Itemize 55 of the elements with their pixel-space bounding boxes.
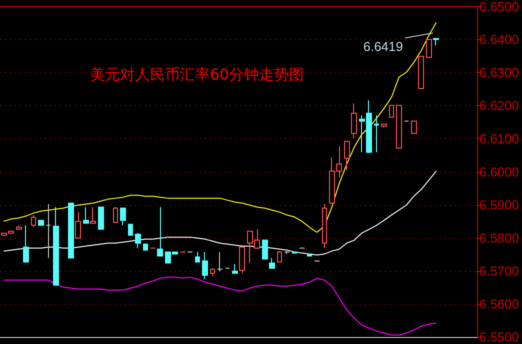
annotation: 6.6419 [363,39,403,54]
candlestick [135,232,141,249]
candlestick [46,204,51,259]
y-tick-label: 6.5700 [479,263,520,278]
candlestick [277,250,282,262]
candlestick [202,252,208,280]
candlestick [90,206,96,224]
candlestick [53,206,59,286]
y-tick-label: 6.6300 [479,65,520,80]
candlestick [195,252,200,262]
y-tick-label: 6.6500 [479,0,520,14]
candlestick [120,208,126,226]
line-series [3,276,437,336]
text: 美元对人民币汇率60分钟走势图 [90,66,304,84]
candlestick [98,206,104,230]
candlestick [113,206,118,223]
candlestick [426,39,432,58]
candlestick [157,206,163,257]
y-tick-label: 6.5600 [479,296,520,312]
y-tick-label: 6.6100 [479,131,520,146]
candlestick [396,104,402,149]
candlestick [381,124,387,128]
candlestick [389,104,394,118]
candlestick [232,263,238,274]
candlestick [75,212,81,239]
candlestick [307,254,312,257]
candlestick [16,224,22,230]
candlestick [210,268,215,277]
y-tick-label: 6.6200 [479,98,520,114]
candlestick [284,250,290,255]
y-tick-label: 6.5900 [479,197,520,212]
candlestick [433,38,439,46]
candlestick [143,244,148,251]
candlestick [239,246,245,274]
candlestick [418,56,424,90]
candlestick [269,258,275,269]
candlestick [411,120,417,134]
y-tick-label: 6.6400 [479,32,520,48]
candlestick [217,252,223,272]
line-series [3,170,437,256]
candlestick [262,240,268,260]
candlestick [83,206,89,224]
candlestick [128,224,133,236]
line-series [3,22,437,233]
candlestick [31,214,36,228]
candlestick [68,202,74,259]
candlestick [351,102,357,139]
candlestick [23,224,29,262]
candlestick [344,140,350,171]
candlestick [38,220,44,226]
y-tick-label: 6.5500 [479,330,520,344]
y-tick-label: 6.5800 [479,230,520,246]
candlestick [322,204,327,249]
candlestick [374,114,379,153]
y-tick-label: 6.6000 [479,164,520,180]
